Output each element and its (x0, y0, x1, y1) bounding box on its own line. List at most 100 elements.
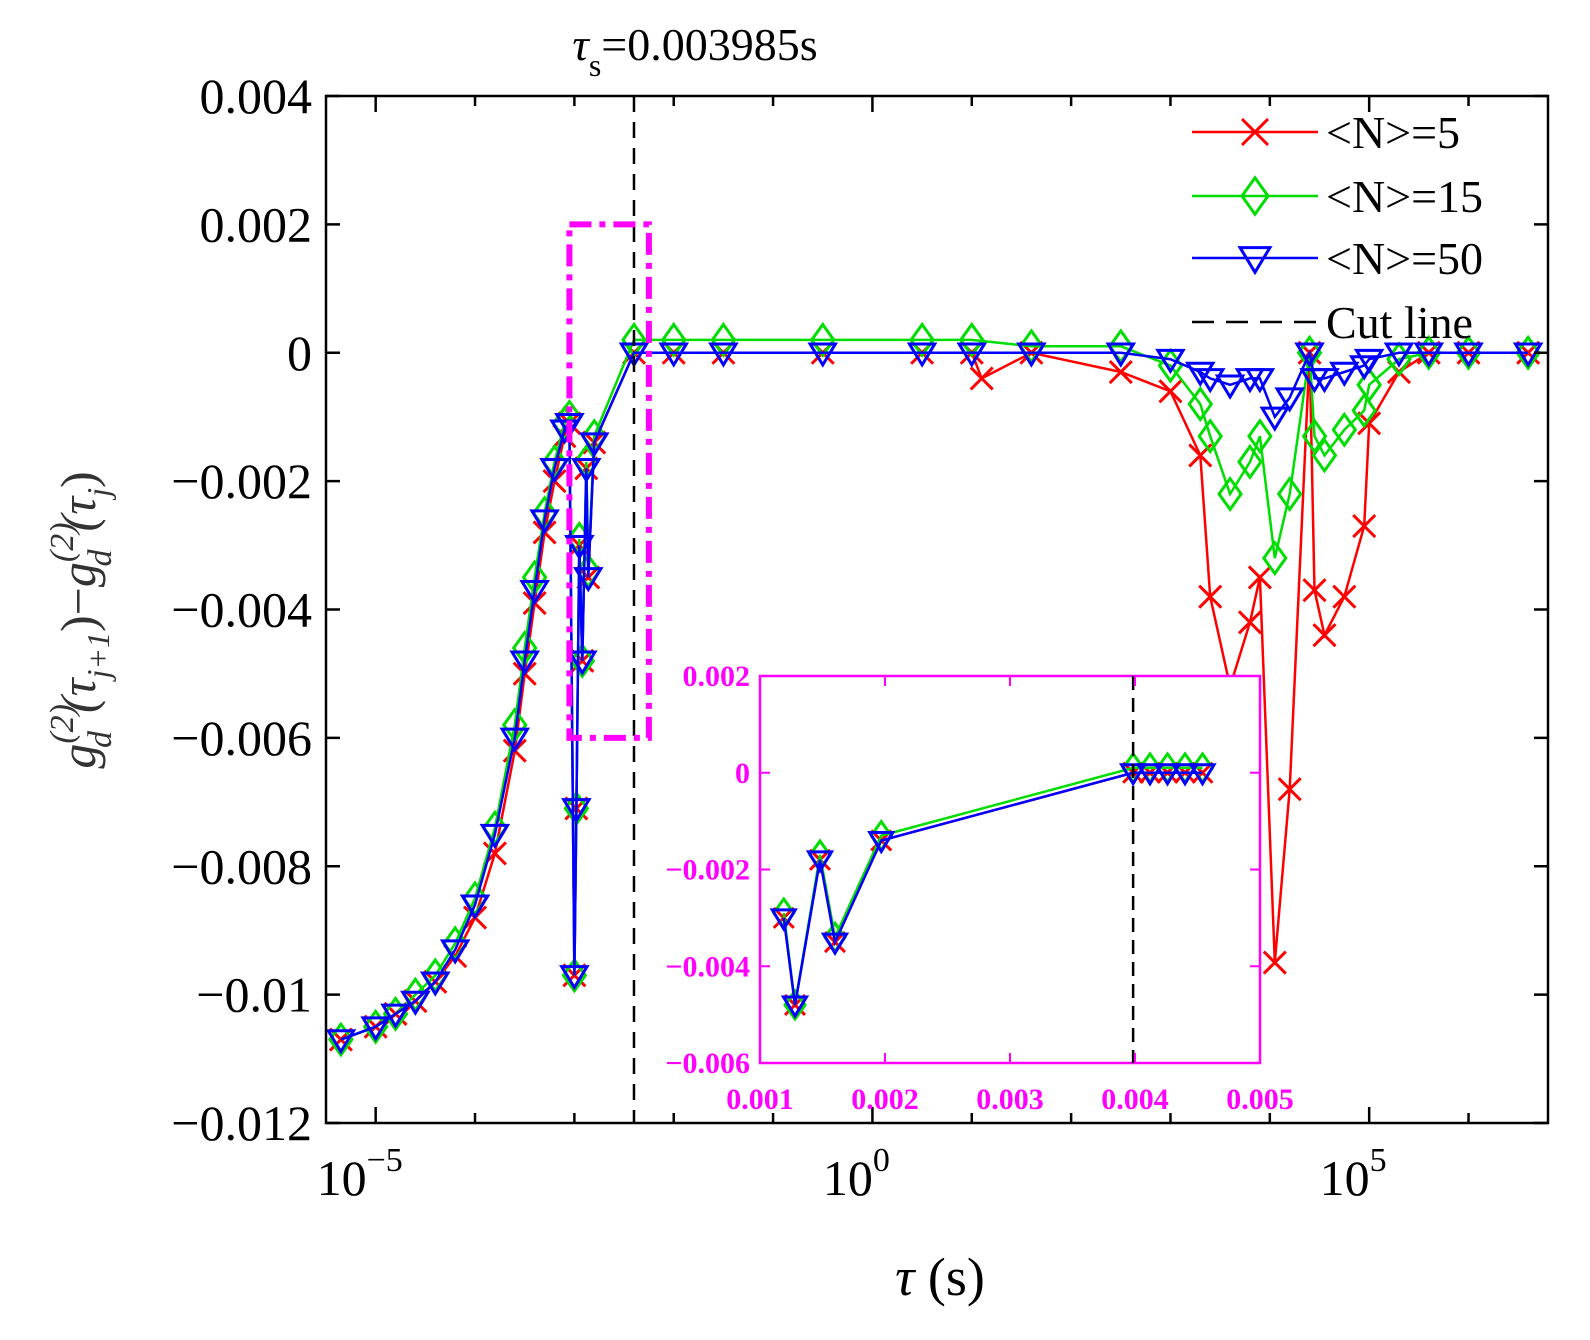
data-point (1155, 348, 1186, 375)
series-3 (325, 342, 1544, 1055)
data-point (906, 342, 938, 368)
inset-data-point (1135, 763, 1165, 787)
x-axis-label: τ (s) (895, 1247, 985, 1307)
data-point (1214, 374, 1246, 400)
x-tick-label: 105 (1320, 1142, 1387, 1206)
data-point (1197, 418, 1224, 455)
data-point (807, 342, 839, 368)
legend-marker (1240, 117, 1270, 147)
data-point (1453, 342, 1484, 368)
data-point (529, 509, 560, 535)
data-point (1259, 406, 1291, 432)
inset-y-tick-label: −0.002 (665, 854, 750, 887)
data-point (1261, 540, 1288, 577)
data-point (1294, 342, 1325, 368)
y-tick-label: −0.002 (171, 453, 312, 509)
data-point (439, 939, 471, 965)
data-point (1332, 584, 1357, 609)
inset-data-point (1170, 763, 1200, 787)
data-point (1383, 342, 1415, 368)
data-point (1194, 368, 1226, 394)
legend-marker (1240, 175, 1270, 217)
data-point (1512, 342, 1544, 368)
data-point (459, 894, 491, 920)
data-point (1352, 513, 1377, 539)
data-point (559, 965, 590, 991)
data-point (1237, 610, 1263, 635)
x-tick-label: 10−5 (317, 1142, 403, 1206)
inset-x-tick-label: 0.003 (976, 1083, 1044, 1116)
data-point (1277, 777, 1302, 802)
main-plot-area: 0.004 0.002 0 −0.002 −0.004 −0.006 −0.008 −0.01… (171, 68, 1550, 1206)
data-point (1237, 443, 1263, 480)
data-point (1217, 475, 1243, 512)
inset-x-tick-label: 0.001 (726, 1083, 794, 1116)
data-point (1107, 328, 1134, 365)
data-point (1515, 334, 1541, 371)
data-point (519, 579, 550, 606)
data-point (1158, 379, 1183, 404)
inset-x-tick-label: 0.004 (1101, 1083, 1169, 1116)
data-point (482, 809, 508, 846)
y-tick-label: −0.004 (171, 582, 312, 638)
data-point (442, 925, 468, 962)
y-tick-label: 0.004 (200, 68, 313, 124)
legend-label: <N>=5 (1326, 107, 1460, 158)
legend-entry-1: <N>=5 (1192, 107, 1460, 158)
data-point (325, 1029, 357, 1055)
inset-data-point (1188, 763, 1217, 787)
data-point (956, 342, 988, 368)
data-point (561, 957, 588, 994)
inset-frame (758, 674, 1262, 1065)
legend-entry-3: <N>=50 (1192, 233, 1483, 284)
data-point (1413, 342, 1445, 368)
inset-y-tick-label: 0.002 (683, 660, 751, 693)
data-point (1105, 342, 1137, 368)
data-point (1312, 623, 1337, 648)
data-point (809, 321, 836, 358)
data-point (1108, 359, 1133, 385)
inset-data-point (867, 830, 896, 855)
inset-data-point (769, 908, 798, 932)
y-tick-label: −0.006 (171, 710, 312, 766)
data-point (572, 567, 604, 593)
data-point (1329, 361, 1360, 388)
inset-data-point (820, 932, 850, 956)
y-tick-label: −0.01 (196, 967, 312, 1023)
data-point (561, 798, 592, 824)
legend-marker (1237, 246, 1273, 276)
data-point (969, 366, 994, 391)
data-point (1455, 334, 1482, 371)
data-point (554, 413, 585, 439)
data-point (958, 321, 985, 358)
data-point (570, 457, 602, 484)
data-point (658, 342, 690, 368)
data-point (479, 823, 511, 850)
data-point (551, 405, 578, 442)
data-point (1356, 366, 1383, 403)
legend: <N>=5 <N>=15 <N>=50 Cut line (1192, 107, 1483, 348)
y-tick-label: 0 (287, 325, 312, 381)
legend-label: Cut line (1326, 297, 1473, 348)
data-point (1357, 411, 1382, 436)
inset-data-point (1153, 763, 1182, 787)
data-point (1187, 386, 1214, 423)
data-point (1262, 950, 1287, 975)
chart-title: τs=0.003985s (572, 19, 817, 83)
data-point (541, 443, 568, 480)
data-point (710, 321, 737, 358)
data-point (402, 976, 429, 1013)
inset-data-point (780, 995, 810, 1019)
data-point (509, 650, 541, 676)
data-point (380, 1003, 411, 1029)
data-point (1351, 392, 1378, 429)
inset-series-line (782, 771, 1203, 1006)
y-axis-label: g(2)d(τj+1)−g(2)d(τj) (44, 471, 119, 768)
data-point (1247, 418, 1273, 455)
data-point (419, 971, 451, 997)
data-point (567, 650, 598, 676)
